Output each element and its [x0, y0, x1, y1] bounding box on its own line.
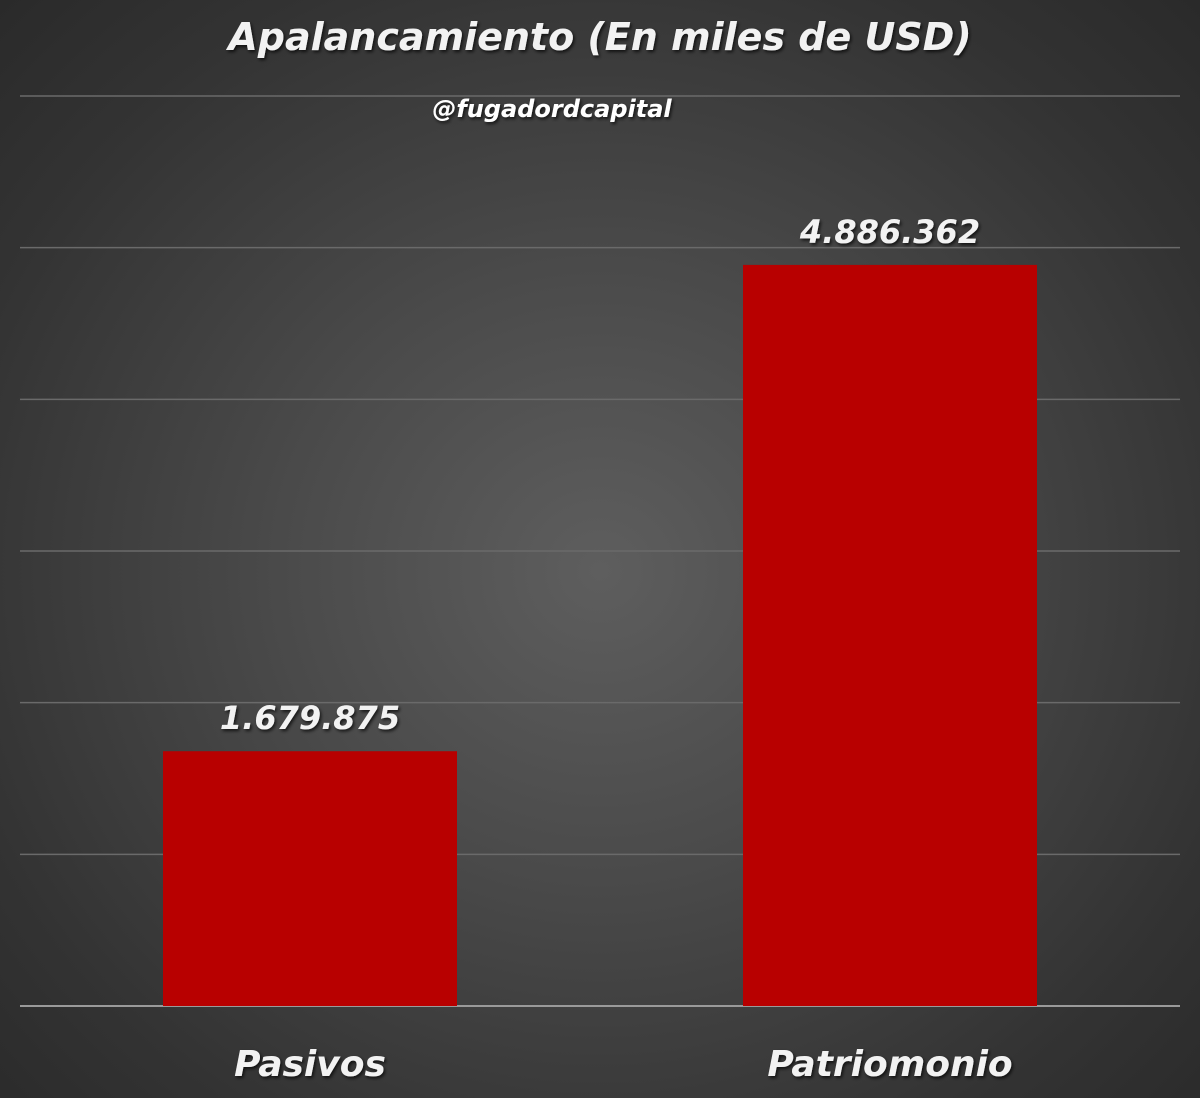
bar-patriomonio	[743, 264, 1037, 1007]
data-label-patriomonio: 4.886.362	[799, 213, 980, 251]
x-tick-label-pasivos: Pasivos	[234, 1044, 386, 1085]
data-labels: 1.679.875 4.886.362	[220, 213, 980, 737]
watermark-handle: @fugadordcapital	[432, 95, 672, 123]
bars	[163, 264, 1037, 1007]
chart-title: Apalancamiento (En miles de USD)	[225, 15, 971, 59]
data-label-pasivos: 1.679.875	[220, 699, 400, 737]
bar-pasivos	[163, 751, 457, 1006]
x-tick-labels: Pasivos Patriomonio	[234, 1044, 1013, 1085]
x-tick-label-patriomonio: Patriomonio	[767, 1044, 1012, 1085]
